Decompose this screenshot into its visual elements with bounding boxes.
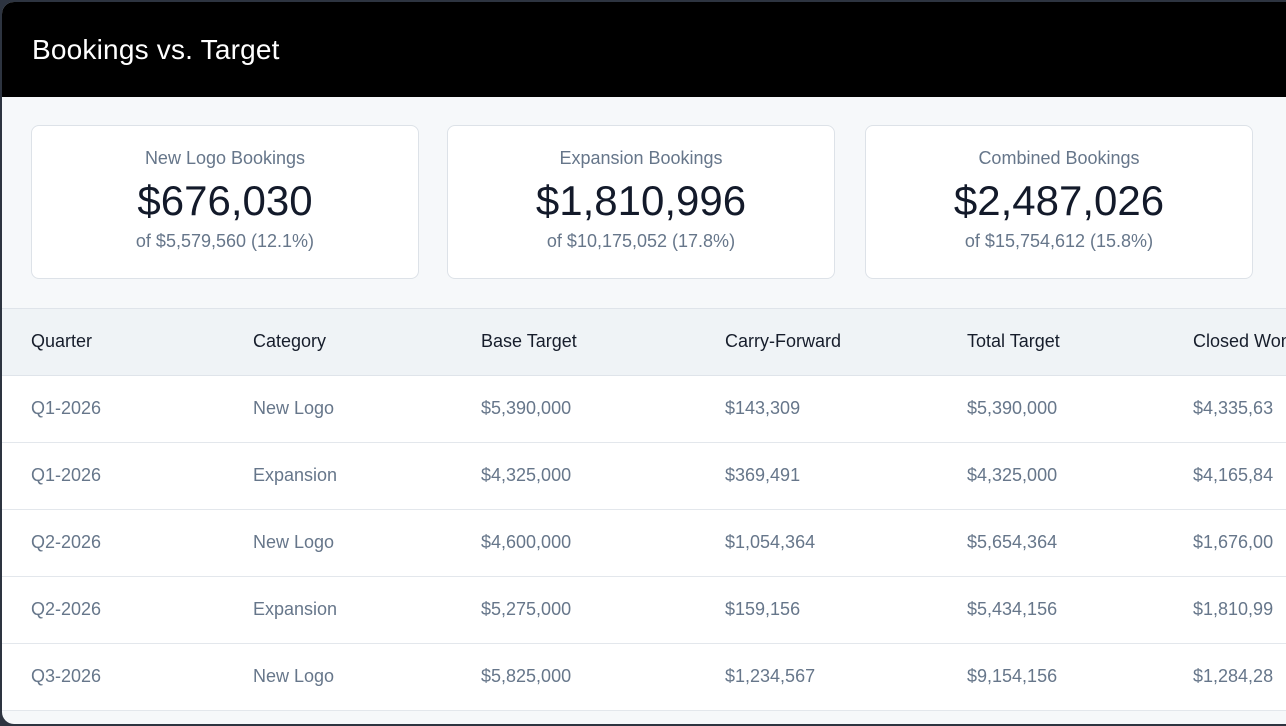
cell-category: New Logo: [253, 375, 481, 443]
column-header-category[interactable]: Category: [253, 309, 481, 376]
card-expansion-bookings: Expansion Bookings $1,810,996 of $10,175…: [447, 125, 835, 279]
cell-closed-won: $4,165,84: [1193, 442, 1286, 510]
cell-quarter: Q1-2026: [2, 442, 253, 510]
card-label: Combined Bookings: [978, 148, 1140, 168]
cell-base-target: $4,600,000: [481, 509, 725, 577]
table-row[interactable]: Q1-2026 Expansion $4,325,000 $369,491 $4…: [2, 442, 1286, 510]
table-row[interactable]: Q1-2026 New Logo $5,390,000 $143,309 $5,…: [2, 375, 1286, 443]
card-subtext: of $10,175,052 (17.8%): [546, 231, 736, 251]
card-value: $676,030: [137, 177, 313, 224]
column-header-quarter[interactable]: Quarter: [2, 309, 253, 376]
cell-category: Expansion: [253, 442, 481, 510]
cell-total-target: $5,654,364: [967, 509, 1193, 577]
bookings-table: Quarter Category Base Target Carry-Forwa…: [2, 309, 1286, 711]
card-subtext: of $15,754,612 (15.8%): [964, 231, 1154, 251]
cell-total-target: $5,434,156: [967, 576, 1193, 644]
cell-carry-forward: $369,491: [725, 442, 967, 510]
cell-base-target: $5,390,000: [481, 375, 725, 443]
card-value: $2,487,026: [953, 177, 1165, 224]
cell-carry-forward: $143,309: [725, 375, 967, 443]
bookings-table-container[interactable]: Quarter Category Base Target Carry-Forwa…: [2, 309, 1286, 711]
cell-quarter: Q3-2026: [2, 643, 253, 711]
cell-category: New Logo: [253, 643, 481, 711]
cell-closed-won: $1,284,28: [1193, 643, 1286, 711]
cell-total-target: $5,390,000: [967, 375, 1193, 443]
cell-closed-won: $1,810,99: [1193, 576, 1286, 644]
table-header-row: Quarter Category Base Target Carry-Forwa…: [2, 309, 1286, 376]
page-title: Bookings vs. Target: [32, 33, 280, 65]
column-header-base-target[interactable]: Base Target: [481, 309, 725, 376]
header-bar: Bookings vs. Target: [2, 2, 1286, 97]
cell-base-target: $5,825,000: [481, 643, 725, 711]
cell-base-target: $5,275,000: [481, 576, 725, 644]
table-row[interactable]: Q2-2026 Expansion $5,275,000 $159,156 $5…: [2, 576, 1286, 644]
cell-closed-won: $1,676,00: [1193, 509, 1286, 577]
cell-carry-forward: $159,156: [725, 576, 967, 644]
cell-base-target: $4,325,000: [481, 442, 725, 510]
card-label: New Logo Bookings: [144, 148, 306, 168]
column-header-total-target[interactable]: Total Target: [967, 309, 1193, 376]
cell-carry-forward: $1,054,364: [725, 509, 967, 577]
table-row[interactable]: Q2-2026 New Logo $4,600,000 $1,054,364 $…: [2, 509, 1286, 577]
cell-total-target: $4,325,000: [967, 442, 1193, 510]
cell-category: New Logo: [253, 509, 481, 577]
card-subtext: of $5,579,560 (12.1%): [135, 231, 315, 251]
column-header-carry-forward[interactable]: Carry-Forward: [725, 309, 967, 376]
cell-carry-forward: $1,234,567: [725, 643, 967, 711]
card-combined-bookings: Combined Bookings $2,487,026 of $15,754,…: [865, 125, 1253, 279]
card-label: Expansion Bookings: [559, 148, 723, 168]
card-value: $1,810,996: [535, 177, 747, 224]
column-header-closed-won[interactable]: Closed Won: [1193, 309, 1286, 376]
cell-quarter: Q2-2026: [2, 576, 253, 644]
card-new-logo-bookings: New Logo Bookings $676,030 of $5,579,560…: [31, 125, 419, 279]
cell-category: Expansion: [253, 576, 481, 644]
cell-closed-won: $4,335,63: [1193, 375, 1286, 443]
table-row[interactable]: Q3-2026 New Logo $5,825,000 $1,234,567 $…: [2, 643, 1286, 711]
cell-quarter: Q2-2026: [2, 509, 253, 577]
cell-quarter: Q1-2026: [2, 375, 253, 443]
summary-cards: New Logo Bookings $676,030 of $5,579,560…: [2, 97, 1286, 309]
cell-total-target: $9,154,156: [967, 643, 1193, 711]
